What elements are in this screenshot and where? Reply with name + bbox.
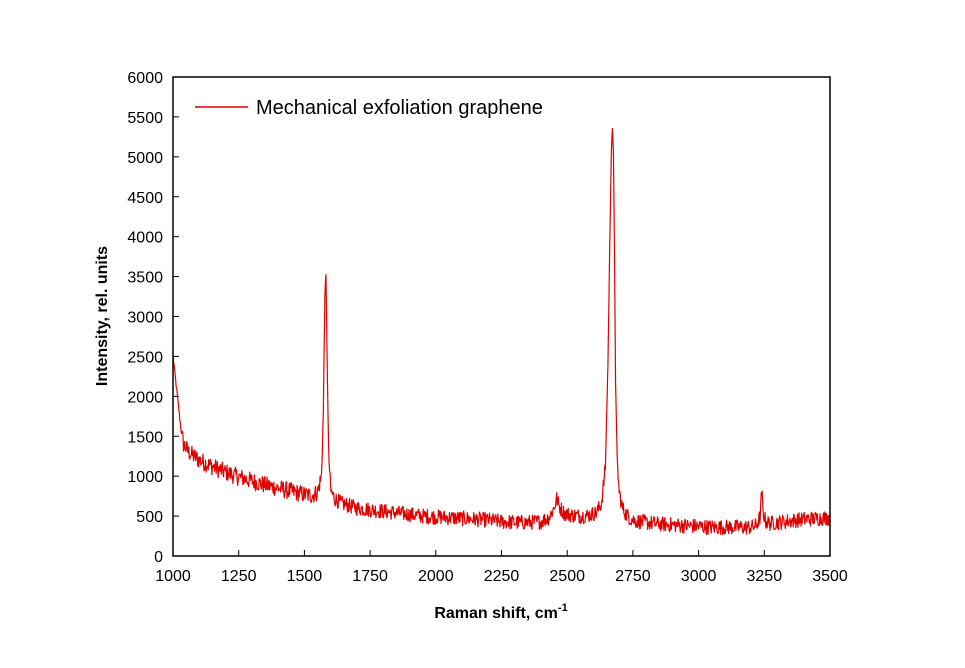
x-tick-label: 3250 [747, 568, 783, 585]
x-tick-label: 3500 [812, 568, 848, 585]
x-tick-label: 1000 [155, 568, 191, 585]
x-tick-label: 2750 [615, 568, 651, 585]
y-tick-label: 4000 [127, 230, 163, 247]
x-axis-title: Raman shift, cm-1 [434, 602, 567, 622]
x-tick-label: 1500 [287, 568, 323, 585]
x-axis-title-main: Raman shift, cm [434, 605, 558, 622]
y-tick-label: 0 [154, 549, 163, 566]
legend-label: Mechanical exfoliation graphene [256, 97, 543, 119]
y-tick-label: 1500 [127, 429, 163, 446]
x-tick-label: 2000 [418, 568, 454, 585]
y-axis-title: Intensity, rel. units [94, 246, 111, 386]
y-tick-label: 3500 [127, 270, 163, 287]
x-tick-label: 2250 [484, 568, 520, 585]
legend: Mechanical exfoliation graphene [195, 97, 543, 119]
y-axis-ticks: 0 500 1000 1500 2000 2500 3000 3500 4000 4500 5000… [127, 70, 179, 566]
y-tick-label: 5500 [127, 110, 163, 127]
y-tick-label: 6000 [127, 70, 163, 87]
y-tick-label: 3000 [127, 310, 163, 327]
x-tick-label: 1250 [221, 568, 257, 585]
x-axis-title-superscript: -1 [558, 602, 568, 614]
plot-frame [172, 76, 831, 557]
y-tick-label: 1000 [127, 469, 163, 486]
series-line-mechanical-exfoliation-graphene [172, 127, 831, 536]
y-tick-label: 4500 [127, 190, 163, 207]
y-tick-label: 500 [136, 509, 163, 526]
x-tick-label: 3000 [681, 568, 717, 585]
y-tick-label: 5000 [127, 150, 163, 167]
y-tick-label: 2500 [127, 349, 163, 366]
y-tick-label: 2000 [127, 389, 163, 406]
x-axis-ticks: 1000 1250 1500 1750 2000 2250 2500 2750 3000 3250… [155, 550, 848, 585]
x-tick-label: 1750 [352, 568, 388, 585]
x-tick-label: 2500 [549, 568, 585, 585]
